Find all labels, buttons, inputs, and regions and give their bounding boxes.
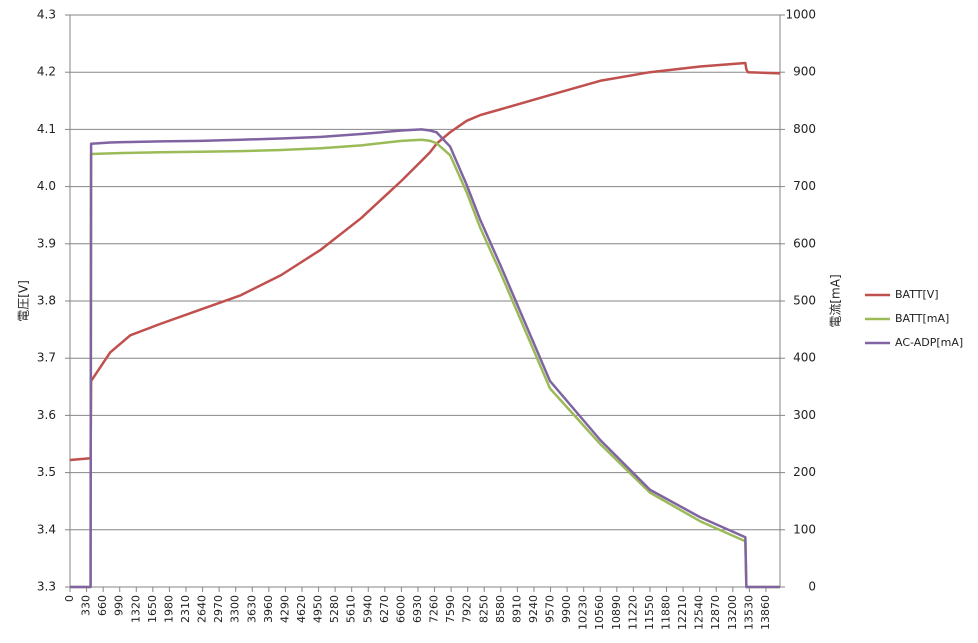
- x-tick-label: 8250: [477, 595, 490, 623]
- x-tick-label: 2970: [212, 595, 225, 623]
- x-tick-label: 4290: [278, 595, 291, 623]
- x-tick-label: 3960: [262, 595, 275, 623]
- y-tick-label: 3.5: [37, 465, 56, 479]
- y-tick-label: 3.3: [37, 580, 56, 594]
- y-tick-label: 3.9: [37, 236, 56, 250]
- y2-tick-label: 800: [793, 122, 816, 136]
- plot-border: [69, 14, 781, 588]
- y2-tick-label: 700: [793, 179, 816, 193]
- x-tick-label: 990: [113, 595, 126, 616]
- y-tick-label: 3.4: [37, 522, 56, 536]
- x-tick-label: 330: [80, 595, 93, 616]
- x-tick-label: 5940: [361, 595, 374, 623]
- x-tick-label: 660: [96, 595, 109, 616]
- x-tick-label: 12540: [693, 595, 706, 630]
- x-tick-label: 11550: [643, 595, 656, 630]
- x-tick-label: 5280: [328, 595, 341, 623]
- series-line: [70, 138, 780, 589]
- series-line: [69, 61, 781, 462]
- y-tick-label: 3.6: [37, 408, 56, 422]
- y2-tick-label: 200: [793, 465, 816, 479]
- x-tick-label: 1650: [146, 595, 159, 623]
- legend-label: AC-ADP[mA]: [895, 336, 963, 349]
- x-tick-label: 1320: [129, 595, 142, 623]
- series-line: [70, 128, 780, 589]
- x-tick-label: 10560: [593, 595, 606, 630]
- x-tick-label: 11880: [660, 595, 673, 630]
- y2-tick-label: 500: [793, 294, 816, 308]
- y2-tick-label: 100: [793, 522, 816, 536]
- x-tick-label: 2310: [179, 595, 192, 623]
- y2-axis-title: 電流[mA]: [829, 274, 843, 327]
- x-tick-label: 9900: [560, 595, 573, 623]
- x-tick-label: 8910: [510, 595, 523, 623]
- y-axis-title: 電圧[V]: [17, 280, 31, 322]
- x-tick-label: 7260: [428, 595, 441, 623]
- y2-tick-label: 400: [793, 351, 816, 365]
- x-tick-label: 6270: [378, 595, 391, 623]
- x-tick-label: 6600: [394, 595, 407, 623]
- x-tick-label: 10890: [610, 595, 623, 630]
- x-tick-label: 13200: [726, 595, 739, 630]
- x-tick-label: 11220: [626, 595, 639, 630]
- y2-tick-label: 1000: [785, 8, 816, 22]
- x-tick-label: 3300: [229, 595, 242, 623]
- x-tick-label: 12870: [709, 595, 722, 630]
- x-tick-label: 13860: [759, 595, 772, 630]
- x-tick-label: 5610: [345, 595, 358, 623]
- x-tick-label: 6930: [411, 595, 424, 623]
- y2-tick-label: 600: [793, 236, 816, 250]
- y-tick-label: 4.2: [37, 65, 56, 79]
- x-tick-label: 8580: [494, 595, 507, 623]
- x-tick-label: 9240: [527, 595, 540, 623]
- x-tick-label: 7590: [444, 595, 457, 623]
- x-tick-label: 2640: [196, 595, 209, 623]
- legend-label: BATT[mA]: [895, 312, 949, 325]
- y-tick-label: 3.8: [37, 294, 56, 308]
- x-tick-label: 0: [63, 595, 76, 602]
- y-tick-label: 4.0: [37, 179, 56, 193]
- y-tick-label: 4.3: [37, 8, 56, 22]
- x-tick-label: 1980: [162, 595, 175, 623]
- x-tick-label: 10230: [577, 595, 590, 630]
- legend-label: BATT[V]: [895, 288, 939, 301]
- y2-tick-label: 0: [808, 580, 816, 594]
- x-tick-label: 7920: [461, 595, 474, 623]
- x-tick-label: 4950: [312, 595, 325, 623]
- y2-tick-label: 300: [793, 408, 816, 422]
- x-tick-label: 4620: [295, 595, 308, 623]
- y2-tick-label: 900: [793, 65, 816, 79]
- y-tick-label: 4.1: [37, 122, 56, 136]
- x-tick-label: 3630: [245, 595, 258, 623]
- y-tick-label: 3.7: [37, 351, 56, 365]
- x-tick-label: 13530: [742, 595, 755, 630]
- x-tick-label: 9570: [544, 595, 557, 623]
- x-tick-label: 12210: [676, 595, 689, 630]
